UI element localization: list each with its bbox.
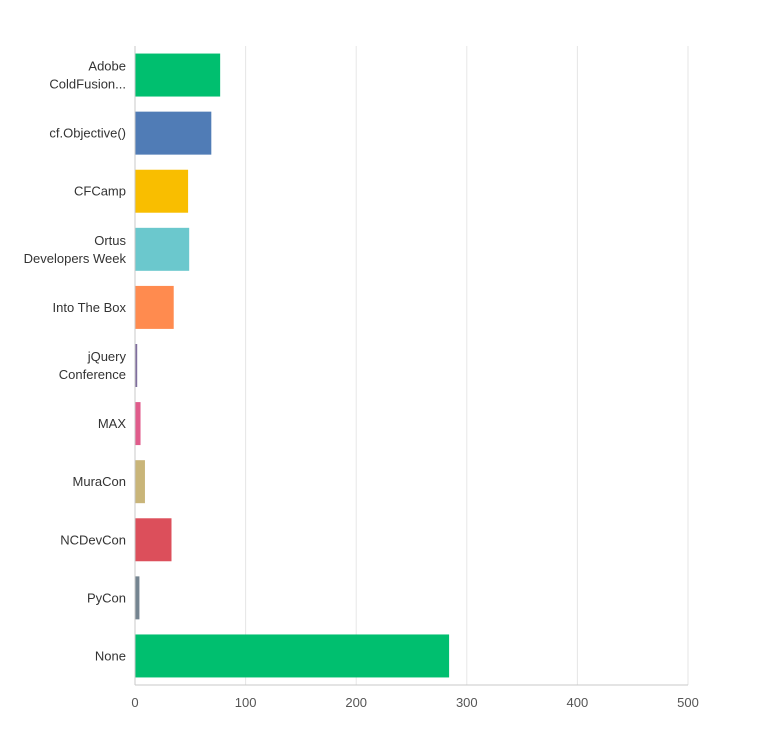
bar xyxy=(135,460,145,504)
x-tick-labels: 0 100 200 300 400 500 xyxy=(131,695,698,710)
category-labels: Adobe ColdFusion... cf.Objective() CFCamp Or… xyxy=(24,59,127,664)
bar xyxy=(135,53,221,97)
category-label: CFCamp xyxy=(74,184,126,199)
category-label: PyCon xyxy=(87,590,126,605)
bar xyxy=(135,227,190,271)
category-label: cf.Objective() xyxy=(49,126,126,141)
bar xyxy=(135,576,140,620)
bar xyxy=(135,111,212,155)
category-label: Ortus Developers Week xyxy=(24,233,127,266)
x-tick-label: 500 xyxy=(677,695,699,710)
category-label: Adobe ColdFusion... xyxy=(49,59,126,92)
bar xyxy=(135,518,172,562)
gridlines xyxy=(245,46,689,685)
bars xyxy=(135,53,450,678)
bar xyxy=(135,634,450,678)
category-label: jQuery Conference xyxy=(59,349,127,382)
category-label: MAX xyxy=(98,416,127,431)
bar xyxy=(135,344,138,387)
category-label: MuraCon xyxy=(73,474,126,489)
bar xyxy=(135,285,174,329)
bar xyxy=(135,169,189,213)
bar xyxy=(135,402,141,446)
category-label: Into The Box xyxy=(53,300,127,315)
axes xyxy=(134,46,688,686)
category-label: NCDevCon xyxy=(60,532,126,547)
x-tick-label: 300 xyxy=(456,695,478,710)
x-tick-label: 100 xyxy=(235,695,257,710)
category-label: None xyxy=(95,648,126,663)
x-tick-label: 200 xyxy=(345,695,367,710)
x-tick-label: 400 xyxy=(567,695,589,710)
x-tick-label: 0 xyxy=(131,695,138,710)
